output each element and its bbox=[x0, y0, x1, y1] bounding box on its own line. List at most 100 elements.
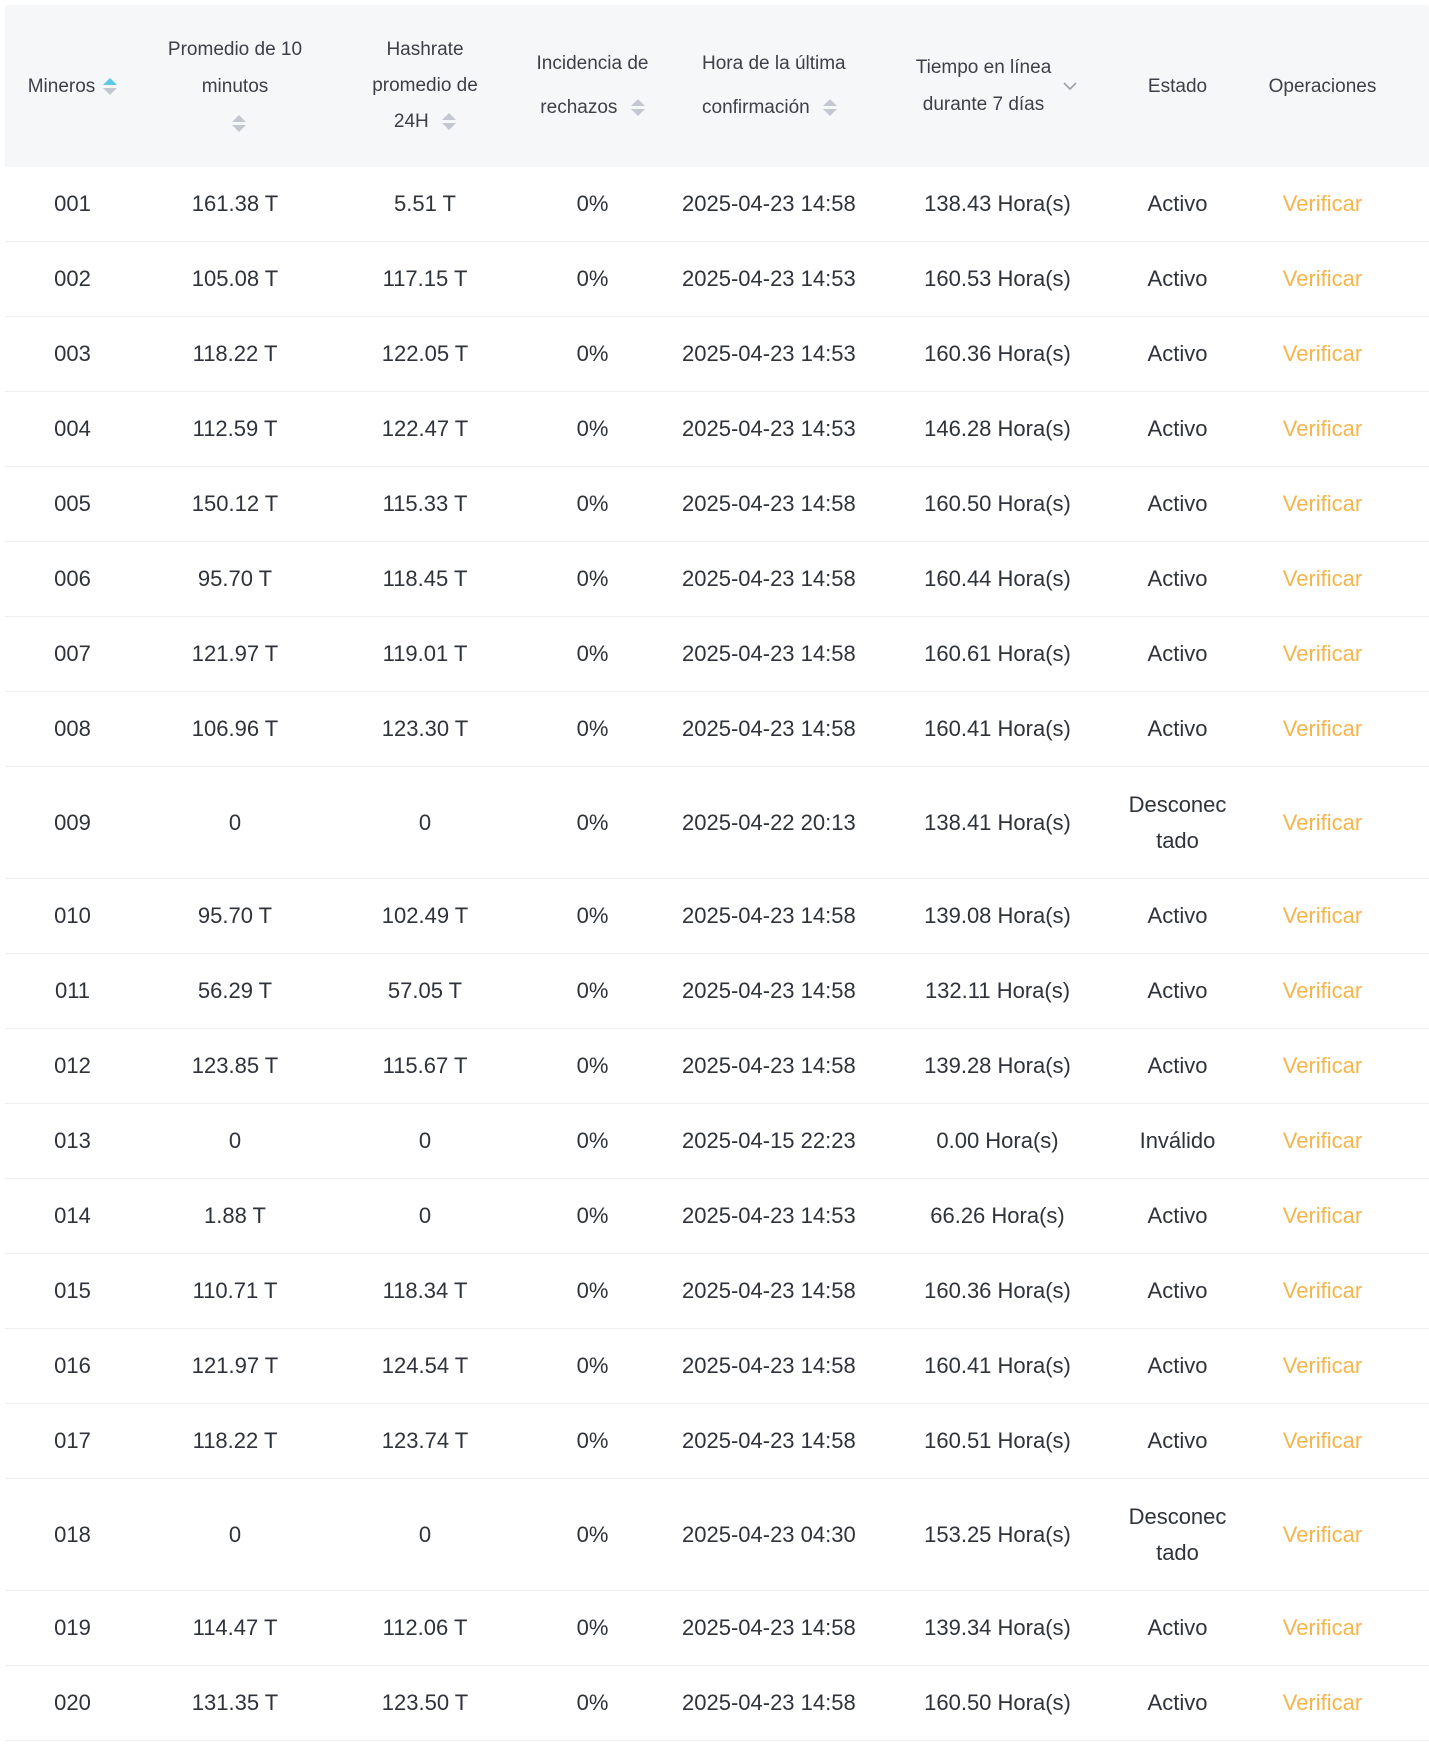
verify-link[interactable]: Verificar bbox=[1282, 191, 1363, 216]
verify-link[interactable]: Verificar bbox=[1282, 1278, 1363, 1303]
sort-asc-icon bbox=[442, 113, 457, 121]
avg-24h: 122.47 T bbox=[381, 416, 469, 441]
avg-10min: 131.35 T bbox=[191, 1690, 279, 1715]
last-confirmation: 2025-04-23 04:30 bbox=[682, 1521, 856, 1547]
verify-link[interactable]: Verificar bbox=[1282, 903, 1363, 928]
verify-link[interactable]: Verificar bbox=[1282, 716, 1363, 741]
reject-rate: 0% bbox=[576, 1521, 609, 1547]
avg-24h: 57.05 T bbox=[387, 978, 463, 1003]
avg-24h: 0 bbox=[418, 1128, 432, 1153]
col-label-mineros: Mineros bbox=[27, 75, 96, 97]
online-time-7d: 139.08 Hora(s) bbox=[924, 903, 1071, 928]
col-header-avg10m[interactable]: Promedio de 10 minutos bbox=[140, 5, 330, 167]
verify-link[interactable]: Verificar bbox=[1282, 1428, 1363, 1453]
table-row: 017 118.22 T 123.74 T 0% 2025-04-23 14:58 160… bbox=[5, 1404, 1429, 1479]
avg-10min: 112.59 T bbox=[192, 416, 278, 441]
online-time-7d: 160.50 Hora(s) bbox=[924, 491, 1071, 516]
avg-24h: 124.54 T bbox=[381, 1353, 469, 1378]
miner-id: 003 bbox=[54, 341, 91, 366]
status: Activo bbox=[1147, 1690, 1208, 1715]
verify-link[interactable]: Verificar bbox=[1282, 566, 1363, 591]
verify-link[interactable]: Verificar bbox=[1282, 809, 1363, 835]
verify-link[interactable]: Verificar bbox=[1282, 978, 1363, 1003]
table-row: 013 0 0 0% 2025-04-15 22:23 0.00 Hora(s) Invál… bbox=[5, 1104, 1429, 1179]
col-label-last-line1: Hora de la última bbox=[702, 53, 846, 74]
miner-id: 017 bbox=[54, 1428, 91, 1453]
miner-id: 013 bbox=[54, 1128, 91, 1153]
sort-icon[interactable] bbox=[232, 112, 246, 134]
miner-id: 020 bbox=[54, 1690, 91, 1715]
status: Desconec tado bbox=[1128, 1503, 1227, 1565]
status: Activo bbox=[1147, 1203, 1208, 1228]
online-time-7d: 139.28 Hora(s) bbox=[924, 1053, 1071, 1078]
avg-10min: 114.47 T bbox=[192, 1615, 278, 1640]
reject-rate: 0% bbox=[576, 1278, 609, 1303]
sort-icon[interactable] bbox=[823, 97, 837, 119]
avg-10min: 1.88 T bbox=[204, 1203, 266, 1228]
col-header-reject[interactable]: Incidencia de rechazos bbox=[520, 5, 665, 167]
last-confirmation: 2025-04-23 14:58 bbox=[682, 1428, 856, 1453]
verify-link[interactable]: Verificar bbox=[1282, 1128, 1363, 1153]
chevron-down-icon[interactable] bbox=[1061, 80, 1079, 92]
table-row: 012 123.85 T 115.67 T 0% 2025-04-23 14:58 139… bbox=[5, 1029, 1429, 1104]
online-time-7d: 146.28 Hora(s) bbox=[924, 416, 1071, 441]
verify-link[interactable]: Verificar bbox=[1282, 1053, 1363, 1078]
avg-10min: 95.70 T bbox=[197, 566, 273, 591]
col-header-last-confirm[interactable]: Hora de la última confirmación bbox=[665, 5, 885, 167]
last-confirmation: 2025-04-23 14:58 bbox=[682, 1690, 856, 1715]
avg-10min: 118.22 T bbox=[192, 1428, 278, 1453]
status: Activo bbox=[1147, 903, 1208, 928]
verify-link[interactable]: Verificar bbox=[1282, 341, 1363, 366]
online-time-7d: 160.36 Hora(s) bbox=[924, 341, 1071, 366]
online-time-7d: 139.34 Hora(s) bbox=[924, 1615, 1071, 1640]
reject-rate: 0% bbox=[576, 1690, 609, 1715]
avg-10min: 161.38 T bbox=[191, 191, 279, 216]
col-label-last-line2: confirmación bbox=[702, 97, 810, 118]
last-confirmation: 2025-04-22 20:13 bbox=[682, 809, 856, 835]
table-row: 020 131.35 T 123.50 T 0% 2025-04-23 14:58 160… bbox=[5, 1666, 1429, 1741]
table-row: 015 110.71 T 118.34 T 0% 2025-04-23 14:58 160… bbox=[5, 1254, 1429, 1329]
status: Activo bbox=[1147, 566, 1208, 591]
verify-link[interactable]: Verificar bbox=[1282, 491, 1363, 516]
col-header-mineros[interactable]: Mineros bbox=[5, 5, 140, 167]
avg-10min: 123.85 T bbox=[191, 1053, 279, 1078]
reject-rate: 0% bbox=[576, 641, 609, 666]
table-row: 002 105.08 T 117.15 T 0% 2025-04-23 14:53 160… bbox=[5, 242, 1429, 317]
sort-icon[interactable] bbox=[103, 75, 118, 97]
verify-link[interactable]: Verificar bbox=[1282, 416, 1363, 441]
online-time-7d: 160.36 Hora(s) bbox=[924, 1278, 1071, 1303]
verify-link[interactable]: Verificar bbox=[1282, 1353, 1363, 1378]
avg-10min: 95.70 T bbox=[197, 903, 273, 928]
last-confirmation: 2025-04-23 14:58 bbox=[682, 1278, 856, 1303]
table-row: 009 0 0 0% 2025-04-22 20:13 138.41 Hora(s) Des… bbox=[5, 767, 1429, 879]
col-header-avg24h[interactable]: Hashrate promedio de 24H bbox=[330, 5, 520, 167]
verify-link[interactable]: Verificar bbox=[1282, 641, 1363, 666]
verify-link[interactable]: Verificar bbox=[1282, 1203, 1363, 1228]
miner-id: 002 bbox=[54, 266, 91, 291]
table-row: 004 112.59 T 122.47 T 0% 2025-04-23 14:53 146… bbox=[5, 392, 1429, 467]
status: Activo bbox=[1147, 641, 1208, 666]
miners-table: Mineros Promedio de 10 minutos Hashrate … bbox=[5, 5, 1429, 1741]
reject-rate: 0% bbox=[576, 1053, 609, 1078]
miner-id: 019 bbox=[54, 1615, 91, 1640]
col-header-online-7d[interactable]: Tiempo en línea durante 7 días bbox=[885, 5, 1110, 167]
sort-desc-icon bbox=[103, 87, 118, 95]
sort-icon[interactable] bbox=[442, 111, 457, 133]
last-confirmation: 2025-04-23 14:53 bbox=[682, 341, 856, 366]
avg-24h: 0 bbox=[418, 1521, 432, 1547]
verify-link[interactable]: Verificar bbox=[1282, 1615, 1363, 1640]
sort-icon[interactable] bbox=[630, 97, 645, 119]
reject-rate: 0% bbox=[576, 1128, 609, 1153]
avg-24h: 117.15 T bbox=[382, 266, 468, 291]
verify-link[interactable]: Verificar bbox=[1282, 1690, 1363, 1715]
sort-desc-icon bbox=[232, 124, 246, 132]
col-label-reject-line1: Incidencia de bbox=[536, 53, 649, 74]
verify-link[interactable]: Verificar bbox=[1282, 266, 1363, 291]
verify-link[interactable]: Verificar bbox=[1282, 1521, 1363, 1547]
status: Activo bbox=[1147, 1053, 1208, 1078]
miner-id: 001 bbox=[54, 191, 91, 216]
table-header: Mineros Promedio de 10 minutos Hashrate … bbox=[5, 5, 1429, 167]
avg-24h: 115.67 T bbox=[382, 1053, 468, 1078]
last-confirmation: 2025-04-23 14:58 bbox=[682, 1615, 856, 1640]
online-time-7d: 66.26 Hora(s) bbox=[930, 1203, 1065, 1228]
